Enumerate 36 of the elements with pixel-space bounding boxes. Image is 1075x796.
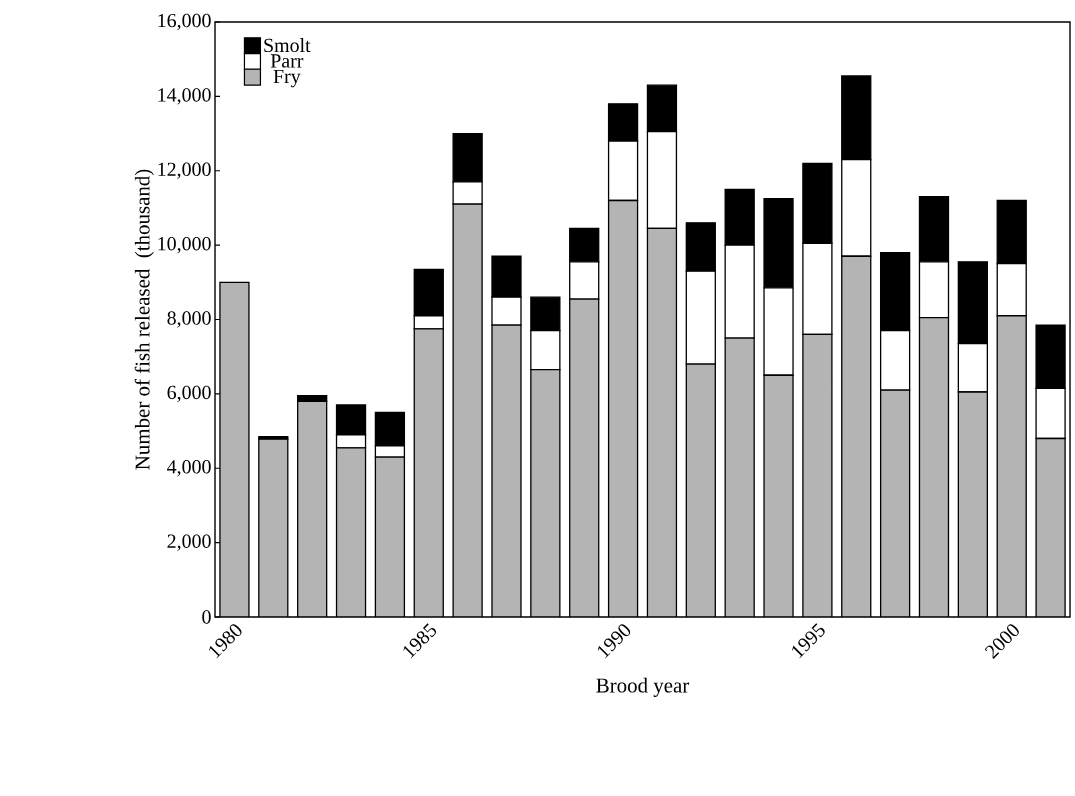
- bar: [375, 457, 405, 617]
- y-tick-label: 6,000: [167, 385, 211, 403]
- bar: [841, 256, 871, 617]
- y-tick-label: 16,000: [158, 13, 211, 31]
- y-axis-title: Number of fish released (thousand): [134, 169, 154, 470]
- legend-label: Fry: [273, 69, 301, 88]
- y-tick-label: 14,000: [158, 88, 211, 105]
- bar: [530, 369, 560, 617]
- bar: [958, 392, 988, 617]
- bar: [453, 204, 483, 617]
- bar: [686, 364, 716, 617]
- bar: [219, 282, 249, 617]
- legend-label: Smolt: [264, 38, 311, 53]
- legend-label: Parr: [270, 54, 304, 68]
- bar: [608, 200, 638, 617]
- bar: [414, 328, 444, 617]
- bar: [880, 390, 910, 617]
- bar: [258, 439, 288, 617]
- y-tick-label: 8,000: [167, 311, 211, 328]
- bar: [336, 447, 366, 617]
- y-tick-label: 0: [202, 610, 211, 624]
- x-axis-title: Brood year: [596, 677, 690, 697]
- y-tick-label: 4,000: [167, 460, 211, 477]
- bar: [997, 315, 1027, 617]
- bar: [297, 401, 327, 617]
- bar: [1035, 437, 1066, 617]
- bar: [919, 317, 949, 617]
- bar: [569, 299, 599, 617]
- y-tick-label: 10,000: [158, 236, 211, 254]
- bar: [647, 228, 677, 617]
- bar: [764, 375, 794, 617]
- bar: [725, 338, 755, 617]
- y-tick-label: 12,000: [158, 162, 211, 179]
- y-tick-label: 2,000: [167, 534, 211, 551]
- bar: [802, 334, 832, 617]
- bar: [491, 325, 521, 617]
